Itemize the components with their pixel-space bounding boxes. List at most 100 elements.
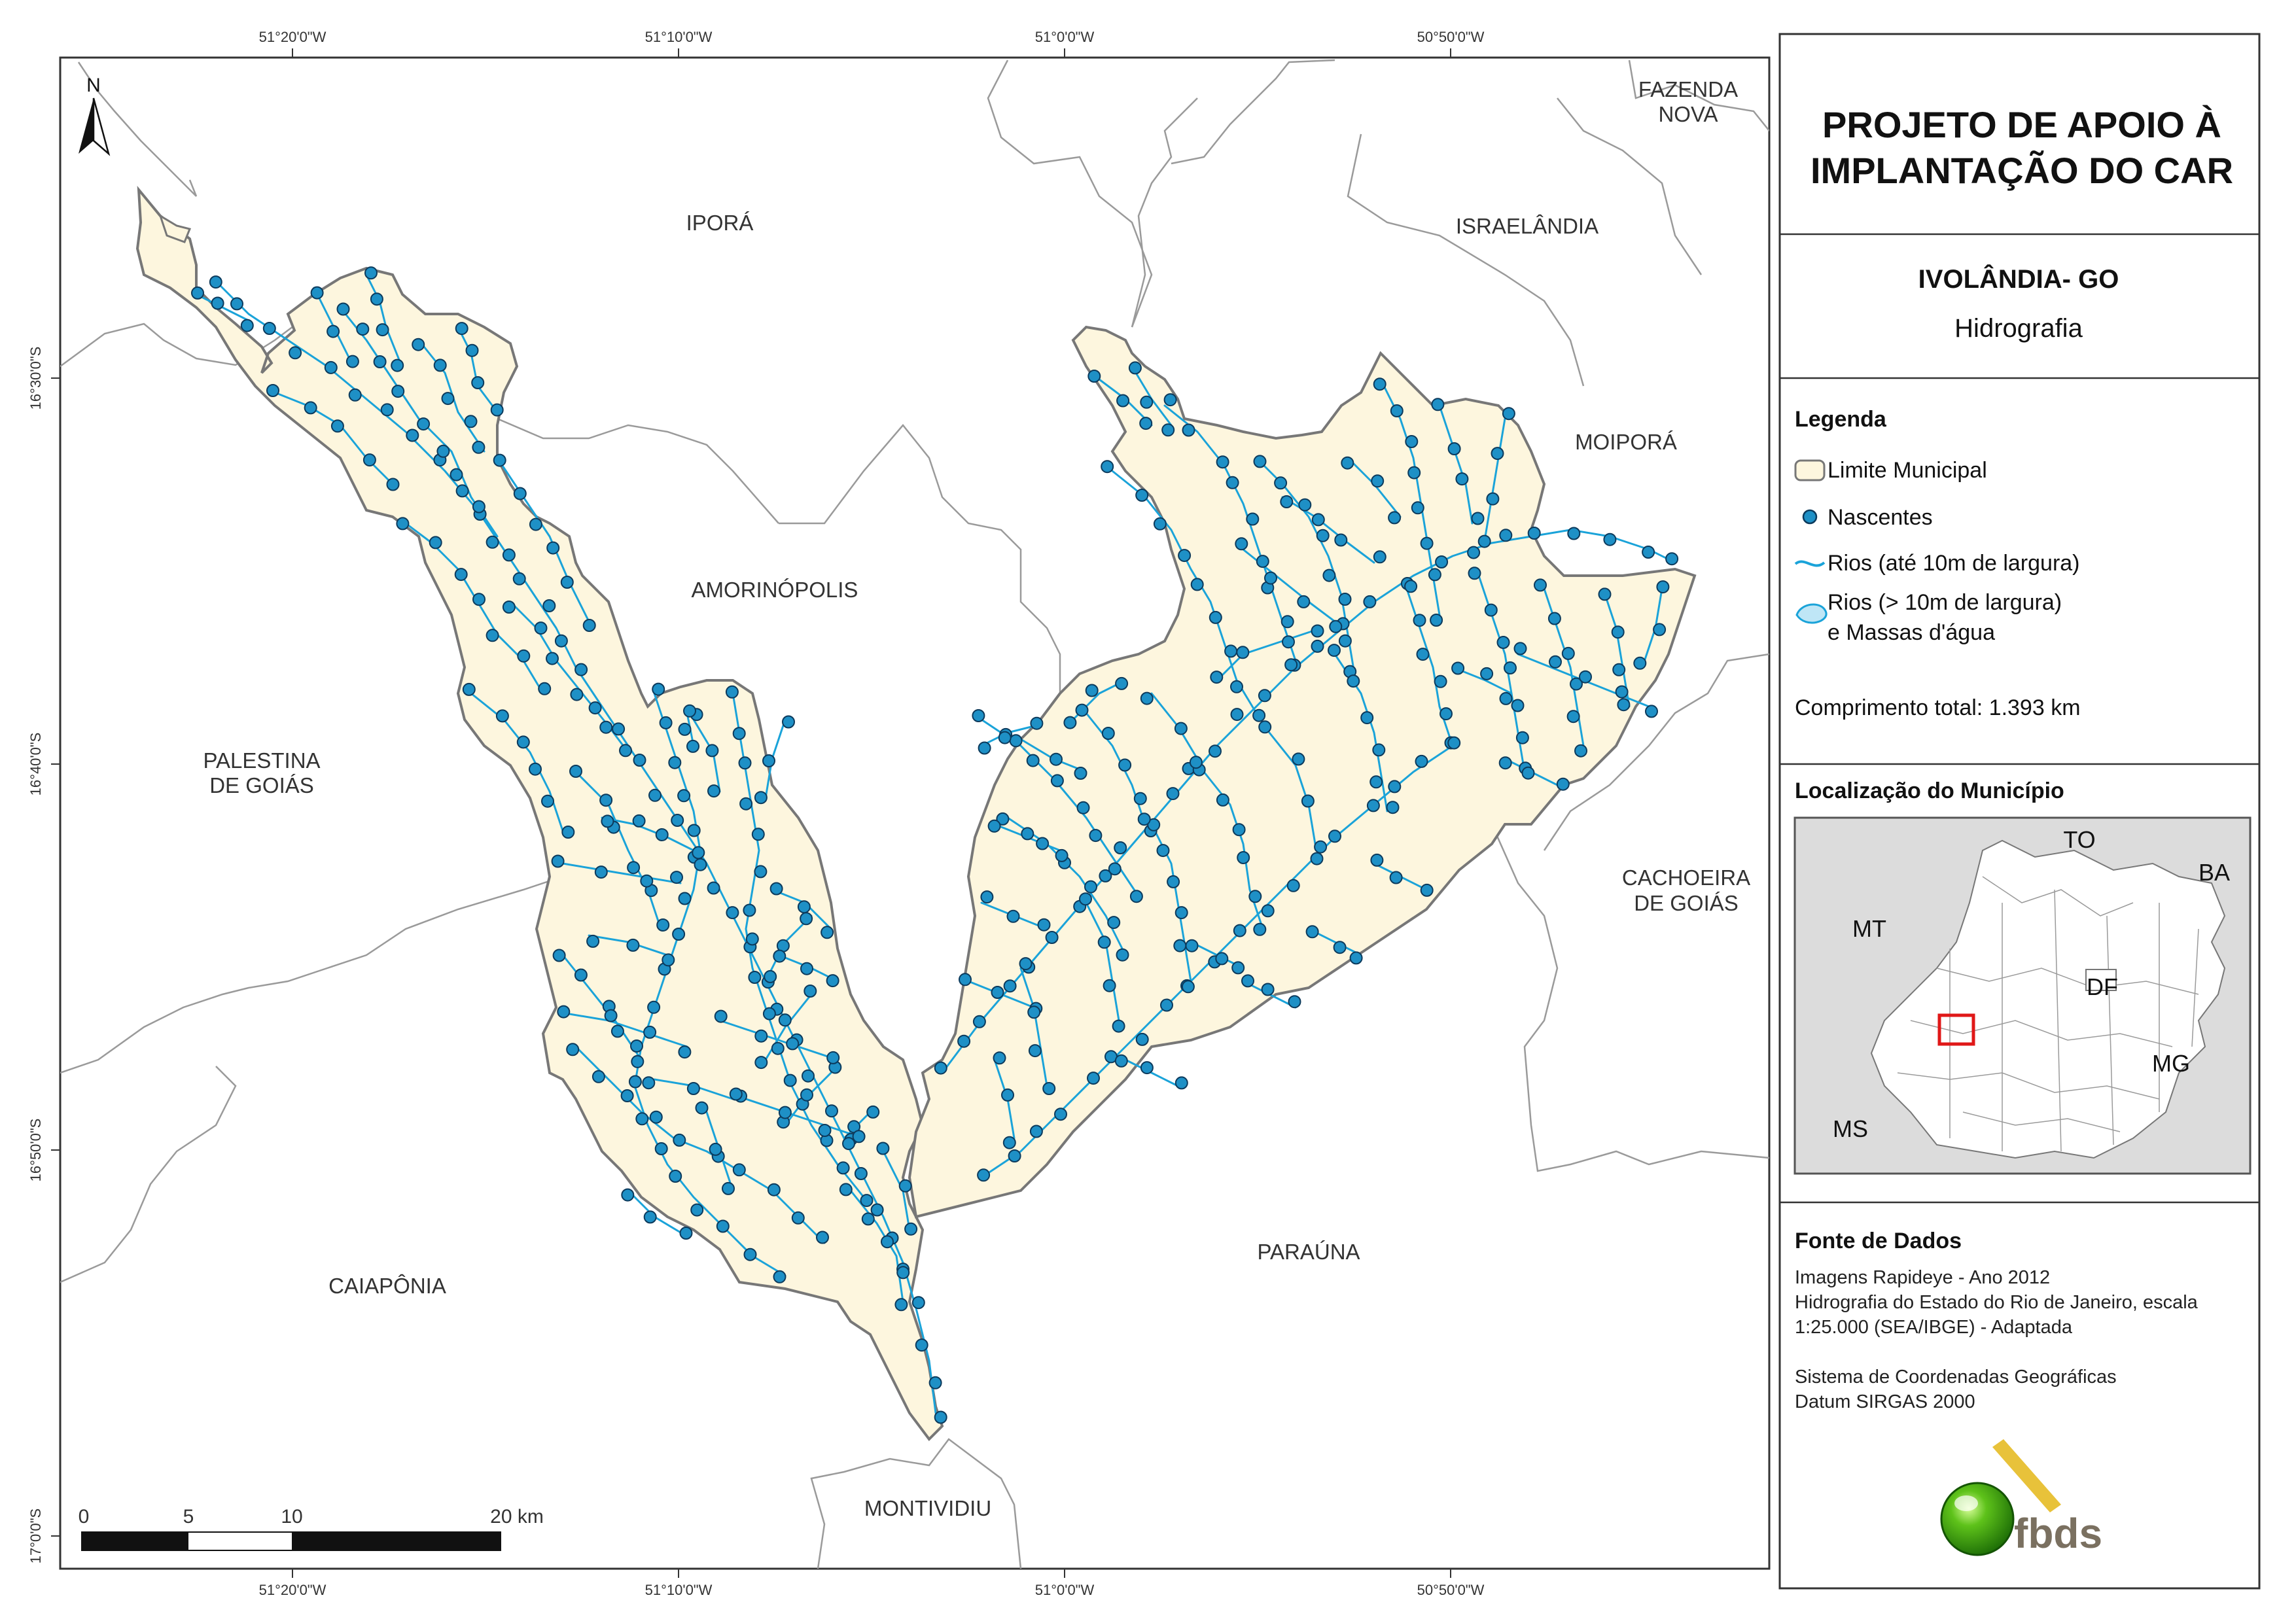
coord-bottom-1: 51°20'0"W [259, 1582, 327, 1598]
spring-point [552, 949, 566, 962]
spring-point [1026, 754, 1040, 767]
spring-point [1160, 998, 1173, 1012]
spring-point [1439, 707, 1453, 721]
spring-point [687, 824, 701, 837]
spring-point [1284, 658, 1298, 672]
spring-point [1288, 995, 1301, 1009]
spring-point [1328, 644, 1341, 657]
spring-point [1499, 529, 1513, 542]
spring-point [529, 517, 542, 531]
label-cachoeira-2: DE GOIÁS [1634, 891, 1739, 915]
spring-point [1341, 456, 1354, 470]
spring-point [1232, 823, 1246, 837]
coord-bottom-2: 51°10'0"W [645, 1582, 713, 1598]
spring-point [1036, 837, 1050, 850]
spring-point [1216, 793, 1229, 807]
legend-nascentes-icon [1802, 509, 1818, 525]
source-line-2: Hidrografia do Estado do Rio de Janeiro,… [1795, 1292, 2199, 1313]
spring-point [336, 302, 350, 316]
spring-point [1656, 580, 1670, 594]
spring-point [1001, 1088, 1014, 1102]
spring-point [396, 517, 410, 531]
label-fazenda-2: NOVA [1658, 102, 1718, 126]
spring-point [1338, 634, 1352, 648]
spring-point [1258, 689, 1271, 703]
spring-point [998, 731, 1012, 744]
spring-point [1108, 862, 1122, 876]
spring-point [678, 1045, 692, 1059]
spring-point [881, 1235, 894, 1249]
spring-point [1030, 716, 1044, 730]
legend-nascentes-label: Nascentes [1828, 505, 1933, 530]
spring-point [1286, 879, 1300, 892]
spring-point [764, 969, 777, 983]
coord-left-3: 16°50'0"S [27, 1119, 44, 1182]
spring-point [1210, 671, 1224, 684]
spring-point [1311, 513, 1325, 527]
spring-point [1235, 537, 1248, 551]
label-amorinopolis: AMORINÓPOLIS [692, 578, 858, 602]
spring-point [1116, 948, 1129, 962]
spring-point [1615, 685, 1629, 699]
neighbor-boundaries [60, 59, 1769, 1569]
spring-point [486, 629, 499, 642]
spring-point [1140, 395, 1154, 409]
spring-point [904, 1222, 918, 1236]
spring-point [1181, 980, 1195, 994]
spring-point [695, 1101, 709, 1115]
spring-point [679, 1227, 693, 1240]
spring-point [1372, 743, 1386, 757]
legend-comprimento: Comprimento total: 1.393 km [1795, 695, 2081, 720]
spring-point [1147, 818, 1161, 831]
spring-point [1089, 829, 1103, 843]
spring-point [876, 1142, 890, 1155]
spring-point [800, 962, 813, 975]
spring-point [1334, 533, 1348, 547]
spring-point [669, 1170, 682, 1183]
spring-point [898, 1179, 912, 1193]
spring-point [631, 1055, 645, 1068]
spring-point [802, 1069, 815, 1083]
spring-point [1006, 909, 1020, 923]
spring-point [659, 716, 673, 729]
spring-point [1329, 620, 1343, 633]
location-highlight [1937, 1013, 1975, 1046]
spring-point [454, 568, 468, 582]
spring-point [1468, 567, 1481, 580]
spring-point [1451, 661, 1465, 675]
spring-point [1338, 593, 1352, 606]
spring-point [866, 1105, 880, 1119]
spring-point [1411, 501, 1424, 515]
spring-point [330, 419, 344, 433]
spring-point [1274, 476, 1288, 490]
spring-point [1521, 766, 1535, 780]
spring-point [1029, 1125, 1043, 1138]
spring-point [1280, 615, 1294, 629]
spring-point [561, 826, 575, 839]
spring-point [1226, 476, 1239, 489]
spring-point [560, 576, 574, 589]
spring-point [993, 1051, 1006, 1065]
spring-point [911, 1296, 925, 1310]
spring-point [1258, 720, 1272, 734]
spring-point [490, 403, 504, 417]
spring-point [791, 1211, 805, 1225]
spring-point [1002, 1136, 1016, 1149]
spring-point [472, 500, 486, 514]
spring-point [266, 384, 279, 397]
spring-point [529, 762, 542, 776]
spring-point [748, 971, 762, 984]
spring-point [1314, 840, 1328, 854]
spring-point [551, 854, 565, 868]
spring-point [1292, 752, 1305, 766]
spring-point [782, 715, 795, 729]
spring-point [725, 685, 739, 699]
spring-point [386, 478, 400, 491]
spring-point [1241, 974, 1254, 988]
spring-point [778, 1106, 792, 1119]
spring-point [546, 541, 560, 555]
spring-point [1261, 904, 1275, 918]
spring-point [1174, 1076, 1188, 1090]
spring-point [1499, 691, 1513, 705]
